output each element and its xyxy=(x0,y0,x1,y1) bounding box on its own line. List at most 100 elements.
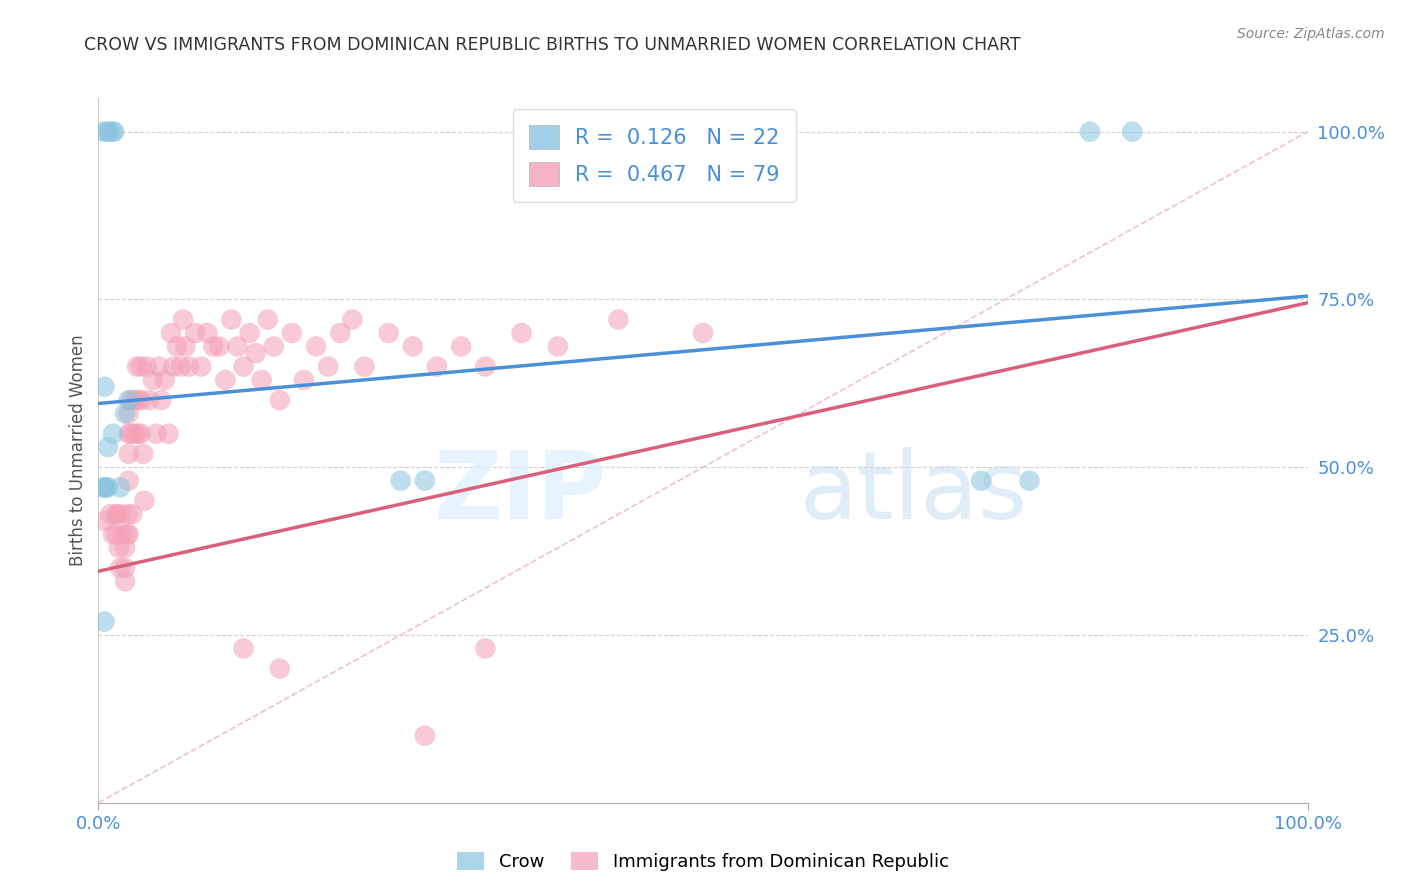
Point xyxy=(329,326,352,340)
Point xyxy=(1018,474,1040,488)
Point xyxy=(103,125,125,139)
Point xyxy=(245,346,267,360)
Point xyxy=(134,493,156,508)
Point xyxy=(184,326,207,340)
Point xyxy=(101,125,124,139)
Point xyxy=(93,514,115,528)
Point xyxy=(692,326,714,340)
Point xyxy=(100,507,122,521)
Point xyxy=(93,380,115,394)
Point xyxy=(138,393,160,408)
Point xyxy=(1078,125,1101,139)
Point xyxy=(232,359,254,374)
Point xyxy=(174,339,197,353)
Point xyxy=(389,474,412,488)
Point xyxy=(607,312,630,326)
Point xyxy=(426,359,449,374)
Point xyxy=(127,426,149,441)
Point xyxy=(474,641,496,656)
Point xyxy=(413,729,436,743)
Y-axis label: Births to Unmarried Women: Births to Unmarried Women xyxy=(69,334,87,566)
Point xyxy=(208,339,231,353)
Point xyxy=(1121,125,1143,139)
Point xyxy=(97,480,120,494)
Point xyxy=(129,393,152,408)
Point xyxy=(202,339,225,353)
Point xyxy=(190,359,212,374)
Point xyxy=(118,447,141,461)
Text: ZIP: ZIP xyxy=(433,447,606,539)
Point xyxy=(256,312,278,326)
Point xyxy=(96,125,118,139)
Text: atlas: atlas xyxy=(800,447,1028,539)
Point xyxy=(91,125,114,139)
Point xyxy=(129,359,152,374)
Point xyxy=(91,480,114,494)
Text: CROW VS IMMIGRANTS FROM DOMINICAN REPUBLIC BIRTHS TO UNMARRIED WOMEN CORRELATION: CROW VS IMMIGRANTS FROM DOMINICAN REPUBL… xyxy=(84,36,1021,54)
Point xyxy=(157,426,180,441)
Point xyxy=(353,359,375,374)
Point xyxy=(169,359,191,374)
Point xyxy=(97,440,120,454)
Point xyxy=(114,541,136,555)
Point xyxy=(117,507,139,521)
Point xyxy=(250,373,273,387)
Point xyxy=(547,339,569,353)
Point xyxy=(153,373,176,387)
Point xyxy=(195,326,218,340)
Point xyxy=(269,662,291,676)
Point xyxy=(377,326,399,340)
Point xyxy=(101,527,124,541)
Point xyxy=(474,359,496,374)
Point xyxy=(281,326,304,340)
Point xyxy=(127,393,149,408)
Point xyxy=(413,474,436,488)
Point xyxy=(114,574,136,589)
Point xyxy=(221,312,243,326)
Point xyxy=(120,426,142,441)
Legend: R =  0.126   N = 22, R =  0.467   N = 79: R = 0.126 N = 22, R = 0.467 N = 79 xyxy=(513,109,796,202)
Point xyxy=(970,474,993,488)
Point xyxy=(120,393,142,408)
Point xyxy=(98,125,121,139)
Point xyxy=(124,426,146,441)
Point xyxy=(101,426,124,441)
Point xyxy=(135,359,157,374)
Point xyxy=(263,339,285,353)
Point xyxy=(108,507,131,521)
Point xyxy=(239,326,262,340)
Point xyxy=(121,507,143,521)
Point xyxy=(150,393,173,408)
Point xyxy=(450,339,472,353)
Point xyxy=(118,426,141,441)
Point xyxy=(402,339,425,353)
Point xyxy=(232,641,254,656)
Point xyxy=(129,426,152,441)
Point xyxy=(127,359,149,374)
Point xyxy=(145,426,167,441)
Point xyxy=(118,393,141,408)
Point xyxy=(148,359,170,374)
Point xyxy=(132,447,155,461)
Point xyxy=(292,373,315,387)
Point xyxy=(510,326,533,340)
Point xyxy=(118,527,141,541)
Point xyxy=(114,407,136,421)
Point xyxy=(118,474,141,488)
Point xyxy=(226,339,249,353)
Point xyxy=(94,480,117,494)
Text: Source: ZipAtlas.com: Source: ZipAtlas.com xyxy=(1237,27,1385,41)
Point xyxy=(108,561,131,575)
Point xyxy=(316,359,339,374)
Point xyxy=(117,527,139,541)
Point xyxy=(93,615,115,629)
Point xyxy=(118,407,141,421)
Point xyxy=(214,373,236,387)
Point xyxy=(114,561,136,575)
Point xyxy=(124,393,146,408)
Point xyxy=(162,359,184,374)
Point xyxy=(105,527,128,541)
Point xyxy=(108,541,131,555)
Point xyxy=(342,312,364,326)
Point xyxy=(93,480,115,494)
